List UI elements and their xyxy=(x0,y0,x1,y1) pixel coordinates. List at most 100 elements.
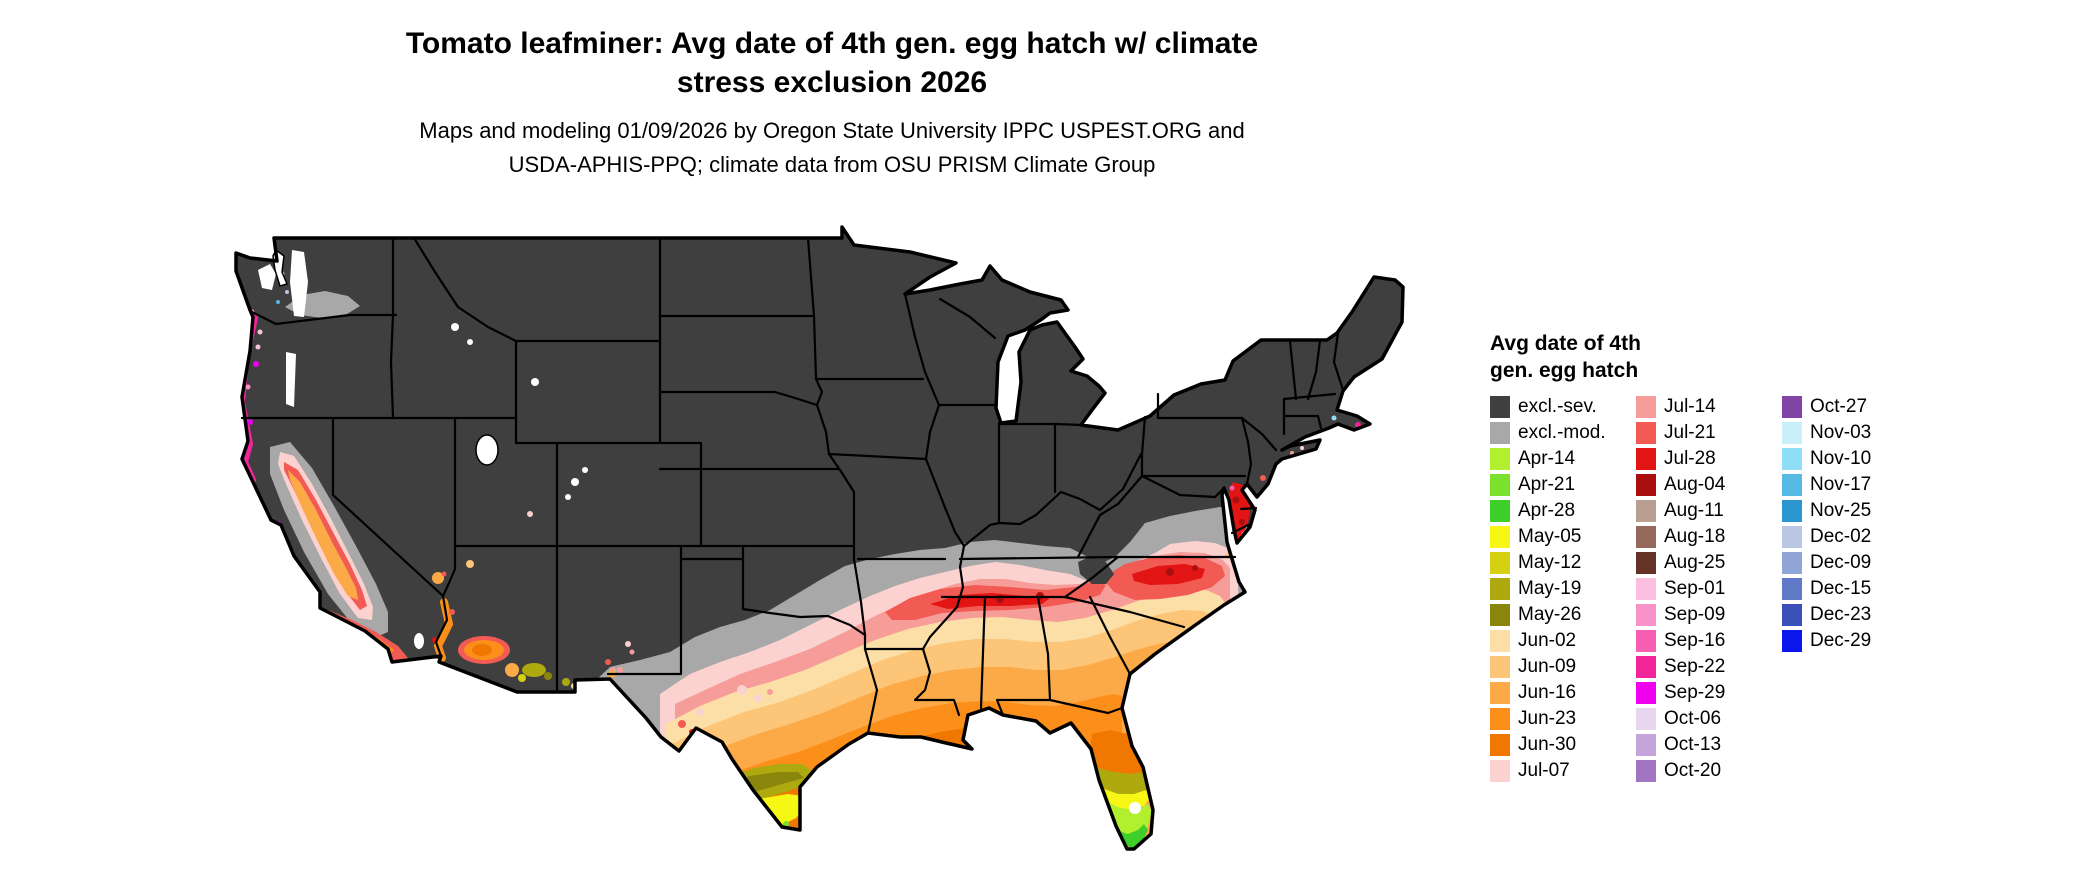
legend-label-sep29: Sep-29 xyxy=(1664,681,1726,703)
map-subtitle: Maps and modeling 01/09/2026 by Oregon S… xyxy=(0,114,1664,182)
legend-swatch-dec23 xyxy=(1782,603,1802,626)
legend-label-aug11: Aug-11 xyxy=(1664,499,1724,521)
legend-label-jun16: Jun-16 xyxy=(1518,681,1577,703)
legend-entry-sep16: Sep-16 xyxy=(1636,628,1782,654)
legend-entry-jul07: Jul-07 xyxy=(1490,758,1636,784)
legend-swatch-sep22 xyxy=(1636,655,1656,678)
legend-label-may26: May-26 xyxy=(1518,603,1582,625)
legend-label-excl_mod: excl.-mod. xyxy=(1518,421,1606,443)
us-conus-map xyxy=(230,212,1430,880)
legend-column-1: excl.-sev. excl.-mod. Apr-14 Apr-21 Apr-28 Ma… xyxy=(1490,394,1636,784)
legend-swatch-excl_sev xyxy=(1490,395,1510,418)
legend-label-sep22: Sep-22 xyxy=(1664,655,1726,677)
legend-label-dec23: Dec-23 xyxy=(1810,603,1872,625)
legend-label-aug04: Aug-04 xyxy=(1664,473,1726,495)
legend-swatch-may26 xyxy=(1490,603,1510,626)
legend-entry-excl_sev: excl.-sev. xyxy=(1490,394,1636,420)
lakes xyxy=(272,248,1141,814)
legend-label-apr28: Apr-28 xyxy=(1518,499,1576,521)
salton-sea xyxy=(414,633,424,649)
legend-entry-apr21: Apr-21 xyxy=(1490,472,1636,498)
legend-swatch-sep29 xyxy=(1636,681,1656,704)
legend-swatch-jun02 xyxy=(1490,629,1510,652)
legend-swatch-aug18 xyxy=(1636,525,1656,548)
legend-label-may19: May-19 xyxy=(1518,577,1582,599)
legend-label-dec02: Dec-02 xyxy=(1810,525,1872,547)
legend-column-3: Oct-27 Nov-03 Nov-10 Nov-17 Nov-25 Dec-02 Dec-… xyxy=(1782,394,1871,654)
legend-swatch-oct13 xyxy=(1636,733,1656,756)
legend-swatch-sep16 xyxy=(1636,629,1656,652)
legend-label-apr21: Apr-21 xyxy=(1518,473,1576,495)
legend-label-may12: May-12 xyxy=(1518,551,1582,573)
legend-swatch-jul28 xyxy=(1636,447,1656,470)
legend-label-jul14: Jul-14 xyxy=(1664,395,1716,417)
legend-swatch-oct20 xyxy=(1636,759,1656,782)
legend-entry-nov10: Nov-10 xyxy=(1782,446,1871,472)
legend-entry-dec15: Dec-15 xyxy=(1782,576,1871,602)
map-title-line1: Tomato leafminer: Avg date of 4th gen. e… xyxy=(405,27,1259,60)
legend-label-nov03: Nov-03 xyxy=(1810,421,1872,443)
legend-swatch-jun16 xyxy=(1490,681,1510,704)
legend-entry-sep29: Sep-29 xyxy=(1636,680,1782,706)
legend-swatch-excl_mod xyxy=(1490,421,1510,444)
legend-entry-jun30: Jun-30 xyxy=(1490,732,1636,758)
legend-entry-oct27: Oct-27 xyxy=(1782,394,1871,420)
legend-entry-apr28: Apr-28 xyxy=(1490,498,1636,524)
legend-label-may05: May-05 xyxy=(1518,525,1582,547)
legend-entry-apr14: Apr-14 xyxy=(1490,446,1636,472)
legend-column-2: Jul-14 Jul-21 Jul-28 Aug-04 Aug-11 Aug-18 Aug-… xyxy=(1636,394,1782,784)
legend-swatch-jul07 xyxy=(1490,759,1510,782)
legend-swatch-may19 xyxy=(1490,577,1510,600)
legend-label-jun09: Jun-09 xyxy=(1518,655,1577,677)
legend-entry-dec29: Dec-29 xyxy=(1782,628,1871,654)
legend-swatch-nov10 xyxy=(1782,447,1802,470)
legend-entry-aug18: Aug-18 xyxy=(1636,524,1782,550)
legend-swatch-oct06 xyxy=(1636,707,1656,730)
state-borders xyxy=(240,236,1345,735)
legend-title-line1: Avg date of 4th xyxy=(1490,332,1641,355)
legend-label-oct13: Oct-13 xyxy=(1664,733,1722,755)
legend-entry-jun02: Jun-02 xyxy=(1490,628,1636,654)
legend-title: Avg date of 4th gen. egg hatch xyxy=(1490,330,1871,385)
legend-label-jul07: Jul-07 xyxy=(1518,759,1570,781)
legend-label-excl_sev: excl.-sev. xyxy=(1518,395,1597,417)
legend-entry-jul14: Jul-14 xyxy=(1636,394,1782,420)
legend-label-sep09: Sep-09 xyxy=(1664,603,1726,625)
legend-label-apr14: Apr-14 xyxy=(1518,447,1576,469)
legend-swatch-apr28 xyxy=(1490,499,1510,522)
legend-entry-nov25: Nov-25 xyxy=(1782,498,1871,524)
legend-swatch-dec29 xyxy=(1782,629,1802,652)
legend-swatch-may05 xyxy=(1490,525,1510,548)
legend-swatch-nov17 xyxy=(1782,473,1802,496)
legend-label-jul21: Jul-21 xyxy=(1664,421,1716,443)
legend-label-aug25: Aug-25 xyxy=(1664,551,1726,573)
legend-label-sep01: Sep-01 xyxy=(1664,577,1726,599)
great-salt-lake xyxy=(475,434,499,466)
map-title: Tomato leafminer: Avg date of 4th gen. e… xyxy=(0,24,1664,102)
legend-entry-sep09: Sep-09 xyxy=(1636,602,1782,628)
map-title-line2: stress exclusion 2026 xyxy=(676,66,988,99)
legend-label-sep16: Sep-16 xyxy=(1664,629,1726,651)
legend-swatch-sep01 xyxy=(1636,577,1656,600)
legend-label-jun30: Jun-30 xyxy=(1518,733,1577,755)
legend-entry-may26: May-26 xyxy=(1490,602,1636,628)
legend-entry-nov03: Nov-03 xyxy=(1782,420,1871,446)
legend-entry-aug04: Aug-04 xyxy=(1636,472,1782,498)
legend-entry-jun16: Jun-16 xyxy=(1490,680,1636,706)
legend-entry-aug11: Aug-11 xyxy=(1636,498,1782,524)
legend-swatch-jul14 xyxy=(1636,395,1656,418)
legend-entry-jul21: Jul-21 xyxy=(1636,420,1782,446)
legend-swatch-aug04 xyxy=(1636,473,1656,496)
legend-label-oct20: Oct-20 xyxy=(1664,759,1722,781)
legend-label-oct27: Oct-27 xyxy=(1810,395,1868,417)
legend-label-jun02: Jun-02 xyxy=(1518,629,1577,651)
legend: Avg date of 4th gen. egg hatch excl.-sev… xyxy=(1490,330,1871,784)
legend-label-dec15: Dec-15 xyxy=(1810,577,1872,599)
legend-swatch-dec02 xyxy=(1782,525,1802,548)
legend-entry-nov17: Nov-17 xyxy=(1782,472,1871,498)
legend-entry-oct13: Oct-13 xyxy=(1636,732,1782,758)
legend-entry-jul28: Jul-28 xyxy=(1636,446,1782,472)
legend-swatch-jun23 xyxy=(1490,707,1510,730)
legend-swatch-sep09 xyxy=(1636,603,1656,626)
